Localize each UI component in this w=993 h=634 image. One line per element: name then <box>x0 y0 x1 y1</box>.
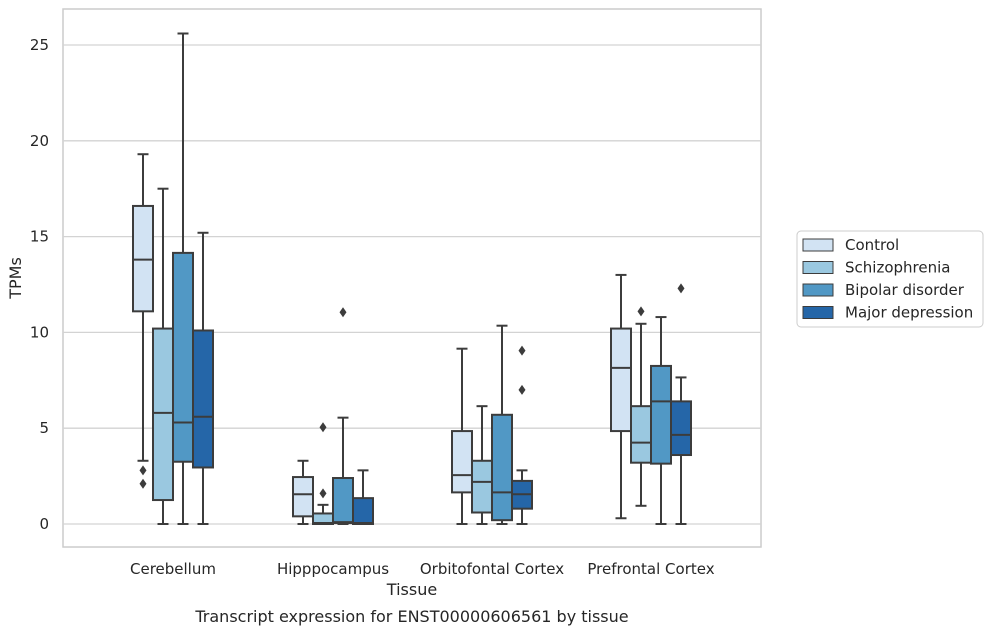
legend: Control Schizophrenia Bipolar disorder Majo… <box>796 230 984 328</box>
box <box>332 477 354 525</box>
box-group <box>491 324 513 525</box>
y-tick-label: 0 <box>39 515 49 533</box>
box <box>650 364 672 465</box>
outlier-point <box>139 478 147 489</box>
legend-swatch <box>802 261 834 274</box>
outlier-point <box>677 283 685 294</box>
box <box>630 405 652 464</box>
legend-swatch <box>802 283 834 297</box>
box-group <box>132 153 154 489</box>
box-group <box>292 459 314 525</box>
box <box>491 413 513 522</box>
y-tick-label: 10 <box>30 323 49 341</box>
y-tick-label: 20 <box>30 132 49 150</box>
box-group <box>352 469 374 526</box>
outlier-point <box>518 345 526 356</box>
legend-swatch <box>802 238 834 252</box>
outlier-point <box>319 422 327 433</box>
box-group <box>192 231 214 525</box>
box-group <box>670 283 692 525</box>
box <box>610 327 632 433</box>
x-axis-title: Tissue <box>386 580 437 599</box>
box <box>172 251 194 463</box>
box-series <box>132 32 692 526</box>
legend-label: Schizophrenia <box>845 259 950 277</box>
box <box>352 497 374 526</box>
box <box>292 476 314 518</box>
box <box>451 430 473 494</box>
box <box>152 327 174 502</box>
x-tick-label: Cerebellum <box>130 560 216 578</box>
chart-title: Transcript expression for ENST0000060656… <box>194 607 628 626</box>
x-tick-labels: Cerebellum Hipppocampus Orbitofontal Corte… <box>130 560 715 578</box>
box <box>471 459 493 514</box>
outlier-point <box>319 488 327 499</box>
y-tick-label: 5 <box>39 419 49 437</box>
box-group <box>511 345 533 525</box>
legend-label: Major depression <box>845 304 973 322</box>
box-group <box>610 273 632 520</box>
box-group <box>172 32 194 525</box>
legend-frame <box>796 230 984 328</box>
box <box>192 329 214 469</box>
outlier-point <box>339 307 347 318</box>
outlier-point <box>637 306 645 317</box>
x-tick-label: Prefrontal Cortex <box>587 560 714 578</box>
outlier-point <box>139 465 147 476</box>
y-tick-label: 25 <box>30 36 49 54</box>
y-tick-labels: 0 5 10 15 20 25 <box>30 36 49 533</box>
x-tick-label: Orbitofontal Cortex <box>420 560 564 578</box>
box-group <box>451 347 473 525</box>
box <box>670 400 692 457</box>
legend-label: Bipolar disorder <box>845 281 965 299</box>
legend-swatch <box>802 306 834 319</box>
y-axis-title: TPMs <box>6 257 25 300</box>
box-group <box>152 187 174 525</box>
y-tick-label: 15 <box>30 228 49 246</box>
outlier-point <box>518 384 526 395</box>
legend-label: Control <box>845 236 899 254</box>
x-tick-label: Hipppocampus <box>277 560 389 578</box>
